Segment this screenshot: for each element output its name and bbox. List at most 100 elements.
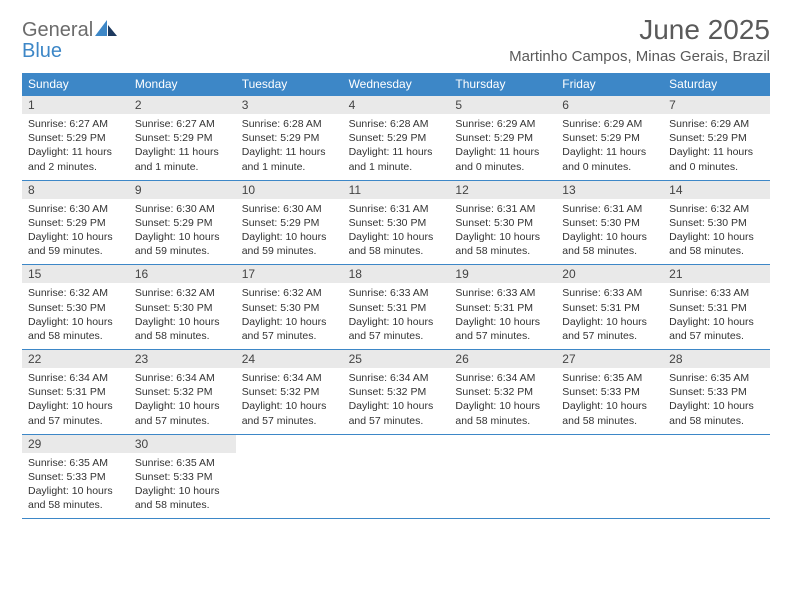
sunrise-line: Sunrise: 6:30 AM — [242, 202, 337, 216]
day-details: Sunrise: 6:32 AMSunset: 5:30 PMDaylight:… — [135, 286, 230, 343]
sunset-line: Sunset: 5:30 PM — [135, 301, 230, 315]
location-subtitle: Martinho Campos, Minas Gerais, Brazil — [509, 48, 770, 65]
calendar-day-cell: 16 Sunrise: 6:32 AMSunset: 5:30 PMDayligh… — [129, 265, 236, 349]
day-number: 21 — [663, 265, 770, 283]
logo-text-general: General — [22, 19, 93, 41]
page-header: General Blue June 2025 Martinho Campos, … — [22, 14, 770, 65]
sunrise-line: Sunrise: 6:34 AM — [242, 371, 337, 385]
day-details: Sunrise: 6:33 AMSunset: 5:31 PMDaylight:… — [349, 286, 444, 343]
sunrise-line: Sunrise: 6:27 AM — [135, 117, 230, 131]
calendar-day-cell: 30Sunrise: 6:35 AMSunset: 5:33 PMDayligh… — [129, 435, 236, 519]
day-details: Sunrise: 6:29 AMSunset: 5:29 PMDaylight:… — [669, 117, 764, 174]
day-number: 26 — [449, 350, 556, 368]
calendar-day-cell: 22Sunrise: 6:34 AMSunset: 5:31 PMDayligh… — [22, 350, 129, 434]
sunset-line: Sunset: 5:29 PM — [242, 131, 337, 145]
weekday-header: Friday — [556, 73, 663, 96]
calendar-day-cell: 8Sunrise: 6:30 AMSunset: 5:29 PMDaylight… — [22, 181, 129, 265]
daylight-line: Daylight: 10 hours and 58 minutes. — [455, 399, 550, 427]
daylight-line: Daylight: 10 hours and 58 minutes. — [135, 484, 230, 512]
sunset-line: Sunset: 5:31 PM — [562, 301, 657, 315]
day-number: 16 — [129, 265, 236, 283]
day-number: 8 — [22, 181, 129, 199]
calendar-day-cell: 26 Sunrise: 6:34 AMSunset: 5:32 PMDayligh… — [449, 350, 556, 434]
day-number: 4 — [343, 96, 450, 114]
day-number: 11 — [343, 181, 450, 199]
calendar-week-row: 22Sunrise: 6:34 AMSunset: 5:31 PMDayligh… — [22, 350, 770, 435]
sunset-line: Sunset: 5:29 PM — [669, 131, 764, 145]
sunrise-line: Sunrise: 6:32 AM — [28, 286, 123, 300]
sunrise-line: Sunrise: 6:30 AM — [135, 202, 230, 216]
day-number: 23 — [129, 350, 236, 368]
calendar-week-row: 15Sunrise: 6:32 AMSunset: 5:30 PMDayligh… — [22, 265, 770, 350]
calendar-day-cell: 5Sunrise: 6:29 AMSunset: 5:29 PMDaylight… — [449, 96, 556, 180]
day-number: 18 — [343, 265, 450, 283]
calendar-week-row: 1Sunrise: 6:27 AMSunset: 5:29 PMDaylight… — [22, 96, 770, 181]
calendar-day-cell: 4Sunrise: 6:28 AMSunset: 5:29 PMDaylight… — [343, 96, 450, 180]
sunset-line: Sunset: 5:32 PM — [135, 385, 230, 399]
sunrise-line: Sunrise: 6:33 AM — [562, 286, 657, 300]
day-details: Sunrise: 6:31 AMSunset: 5:30 PMDaylight:… — [562, 202, 657, 259]
daylight-line: Daylight: 10 hours and 57 minutes. — [669, 315, 764, 343]
day-number: 19 — [449, 265, 556, 283]
day-number: 13 — [556, 181, 663, 199]
sunset-line: Sunset: 5:30 PM — [349, 216, 444, 230]
daylight-line: Daylight: 11 hours and 0 minutes. — [562, 145, 657, 173]
calendar-day-cell: 20Sunrise: 6:33 AMSunset: 5:31 PMDayligh… — [556, 265, 663, 349]
calendar-day-cell — [556, 435, 663, 519]
sunrise-line: Sunrise: 6:29 AM — [455, 117, 550, 131]
day-number: 14 — [663, 181, 770, 199]
day-number: 15 — [22, 265, 129, 283]
sunrise-line: Sunrise: 6:32 AM — [242, 286, 337, 300]
weekday-header: Tuesday — [236, 73, 343, 96]
sunset-line: Sunset: 5:31 PM — [28, 385, 123, 399]
calendar-day-cell: 29Sunrise: 6:35 AMSunset: 5:33 PMDayligh… — [22, 435, 129, 519]
sunset-line: Sunset: 5:33 PM — [669, 385, 764, 399]
day-details: Sunrise: 6:27 AMSunset: 5:29 PMDaylight:… — [135, 117, 230, 174]
day-number: 27 — [556, 350, 663, 368]
calendar-day-cell — [663, 435, 770, 519]
calendar-day-cell: 28Sunrise: 6:35 AMSunset: 5:33 PMDayligh… — [663, 350, 770, 434]
weekday-header: Wednesday — [343, 73, 450, 96]
sunrise-line: Sunrise: 6:33 AM — [455, 286, 550, 300]
daylight-line: Daylight: 10 hours and 58 minutes. — [562, 230, 657, 258]
weekday-header: Saturday — [663, 73, 770, 96]
calendar-day-cell: 6Sunrise: 6:29 AMSunset: 5:29 PMDaylight… — [556, 96, 663, 180]
day-details: Sunrise: 6:29 AMSunset: 5:29 PMDaylight:… — [455, 117, 550, 174]
month-title: June 2025 — [509, 14, 770, 46]
sunrise-line: Sunrise: 6:30 AM — [28, 202, 123, 216]
sunset-line: Sunset: 5:33 PM — [562, 385, 657, 399]
brand-logo: General Blue — [22, 14, 117, 62]
sunset-line: Sunset: 5:30 PM — [242, 301, 337, 315]
calendar-day-cell: 1Sunrise: 6:27 AMSunset: 5:29 PMDaylight… — [22, 96, 129, 180]
daylight-line: Daylight: 10 hours and 58 minutes. — [455, 230, 550, 258]
day-number: 6 — [556, 96, 663, 114]
sunrise-line: Sunrise: 6:31 AM — [562, 202, 657, 216]
daylight-line: Daylight: 10 hours and 57 minutes. — [349, 315, 444, 343]
calendar-week-row: 29Sunrise: 6:35 AMSunset: 5:33 PMDayligh… — [22, 435, 770, 520]
day-number: 17 — [236, 265, 343, 283]
day-details: Sunrise: 6:30 AMSunset: 5:29 PMDaylight:… — [242, 202, 337, 259]
day-number: 1 — [22, 96, 129, 114]
day-details: Sunrise: 6:32 AMSunset: 5:30 PMDaylight:… — [28, 286, 123, 343]
daylight-line: Daylight: 10 hours and 58 minutes. — [562, 399, 657, 427]
sunset-line: Sunset: 5:29 PM — [242, 216, 337, 230]
sunrise-line: Sunrise: 6:27 AM — [28, 117, 123, 131]
daylight-line: Daylight: 11 hours and 2 minutes. — [28, 145, 123, 173]
sunrise-line: Sunrise: 6:35 AM — [28, 456, 123, 470]
day-number: 25 — [343, 350, 450, 368]
day-number: 29 — [22, 435, 129, 453]
daylight-line: Daylight: 10 hours and 57 minutes. — [242, 399, 337, 427]
day-details: Sunrise: 6:30 AMSunset: 5:29 PMDaylight:… — [135, 202, 230, 259]
day-details: Sunrise: 6:34 AMSunset: 5:32 PMDaylight:… — [455, 371, 550, 428]
day-number: 2 — [129, 96, 236, 114]
sunrise-line: Sunrise: 6:28 AM — [349, 117, 444, 131]
sunrise-line: Sunrise: 6:31 AM — [455, 202, 550, 216]
calendar-day-cell: 9Sunrise: 6:30 AMSunset: 5:29 PMDaylight… — [129, 181, 236, 265]
calendar-day-cell: 23Sunrise: 6:34 AMSunset: 5:32 PMDayligh… — [129, 350, 236, 434]
sunrise-line: Sunrise: 6:35 AM — [562, 371, 657, 385]
sunrise-line: Sunrise: 6:32 AM — [669, 202, 764, 216]
daylight-line: Daylight: 10 hours and 57 minutes. — [349, 399, 444, 427]
day-details: Sunrise: 6:32 AMSunset: 5:30 PMDaylight:… — [669, 202, 764, 259]
daylight-line: Daylight: 10 hours and 58 minutes. — [349, 230, 444, 258]
day-details: Sunrise: 6:33 AMSunset: 5:31 PMDaylight:… — [455, 286, 550, 343]
